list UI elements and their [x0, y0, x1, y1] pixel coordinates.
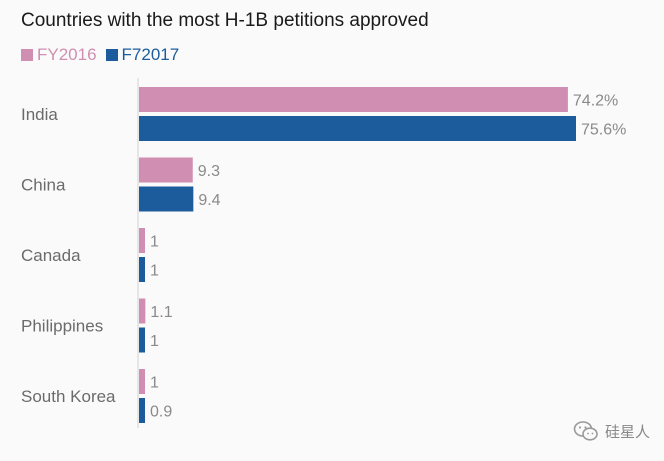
data-label-china-fy2016: 9.3 [198, 163, 220, 180]
watermark-text: 硅星人 [604, 423, 650, 441]
wechat-icon [573, 421, 598, 441]
bar-canada-fy2016 [139, 228, 145, 253]
bar-india-fy2016 [139, 87, 568, 112]
legend-label-fy2017: F72017 [121, 45, 180, 64]
data-label-philippines-fy2016: 1.1 [150, 304, 172, 321]
bar-india-f72017 [139, 116, 576, 141]
bar-china-f72017 [139, 186, 194, 212]
category-label-canada: Canada [21, 246, 81, 265]
legend-swatch-fy2016 [21, 49, 33, 61]
legend-item-fy2017: F72017 [105, 45, 180, 65]
bar-china-fy2016 [139, 157, 193, 183]
category-label-philippines: Philippines [21, 317, 103, 336]
data-label-china-f72017: 9.4 [198, 192, 220, 209]
data-label-south-korea-f72017: 0.9 [150, 404, 172, 421]
category-label-india: India [21, 105, 58, 124]
bar-canada-f72017 [139, 257, 145, 282]
watermark: 硅星人 [573, 418, 650, 444]
legend-item-fy2016: FY2016 [21, 45, 97, 65]
data-label-south-korea-fy2016: 1 [150, 375, 159, 392]
legend-label-fy2016: FY2016 [37, 45, 97, 64]
bar-south-korea-f72017 [139, 398, 145, 423]
bar-philippines-fy2016 [139, 298, 146, 324]
data-label-india-f72017: 75.6% [581, 122, 626, 139]
data-label-canada-f72017: 1 [150, 263, 159, 280]
data-label-philippines-f72017: 1 [150, 333, 159, 350]
bar-south-korea-fy2016 [139, 369, 145, 394]
bar-philippines-f72017 [139, 327, 145, 353]
chart-title: Countries with the most H-1B petitions a… [21, 10, 429, 31]
legend: FY2016 F72017 [21, 45, 188, 65]
category-label-china: China [21, 176, 66, 195]
category-label-south-korea: South Korea [21, 387, 116, 406]
data-label-canada-fy2016: 1 [150, 234, 159, 251]
legend-swatch-fy2017 [105, 49, 118, 61]
data-label-india-fy2016: 74.2% [573, 93, 618, 110]
